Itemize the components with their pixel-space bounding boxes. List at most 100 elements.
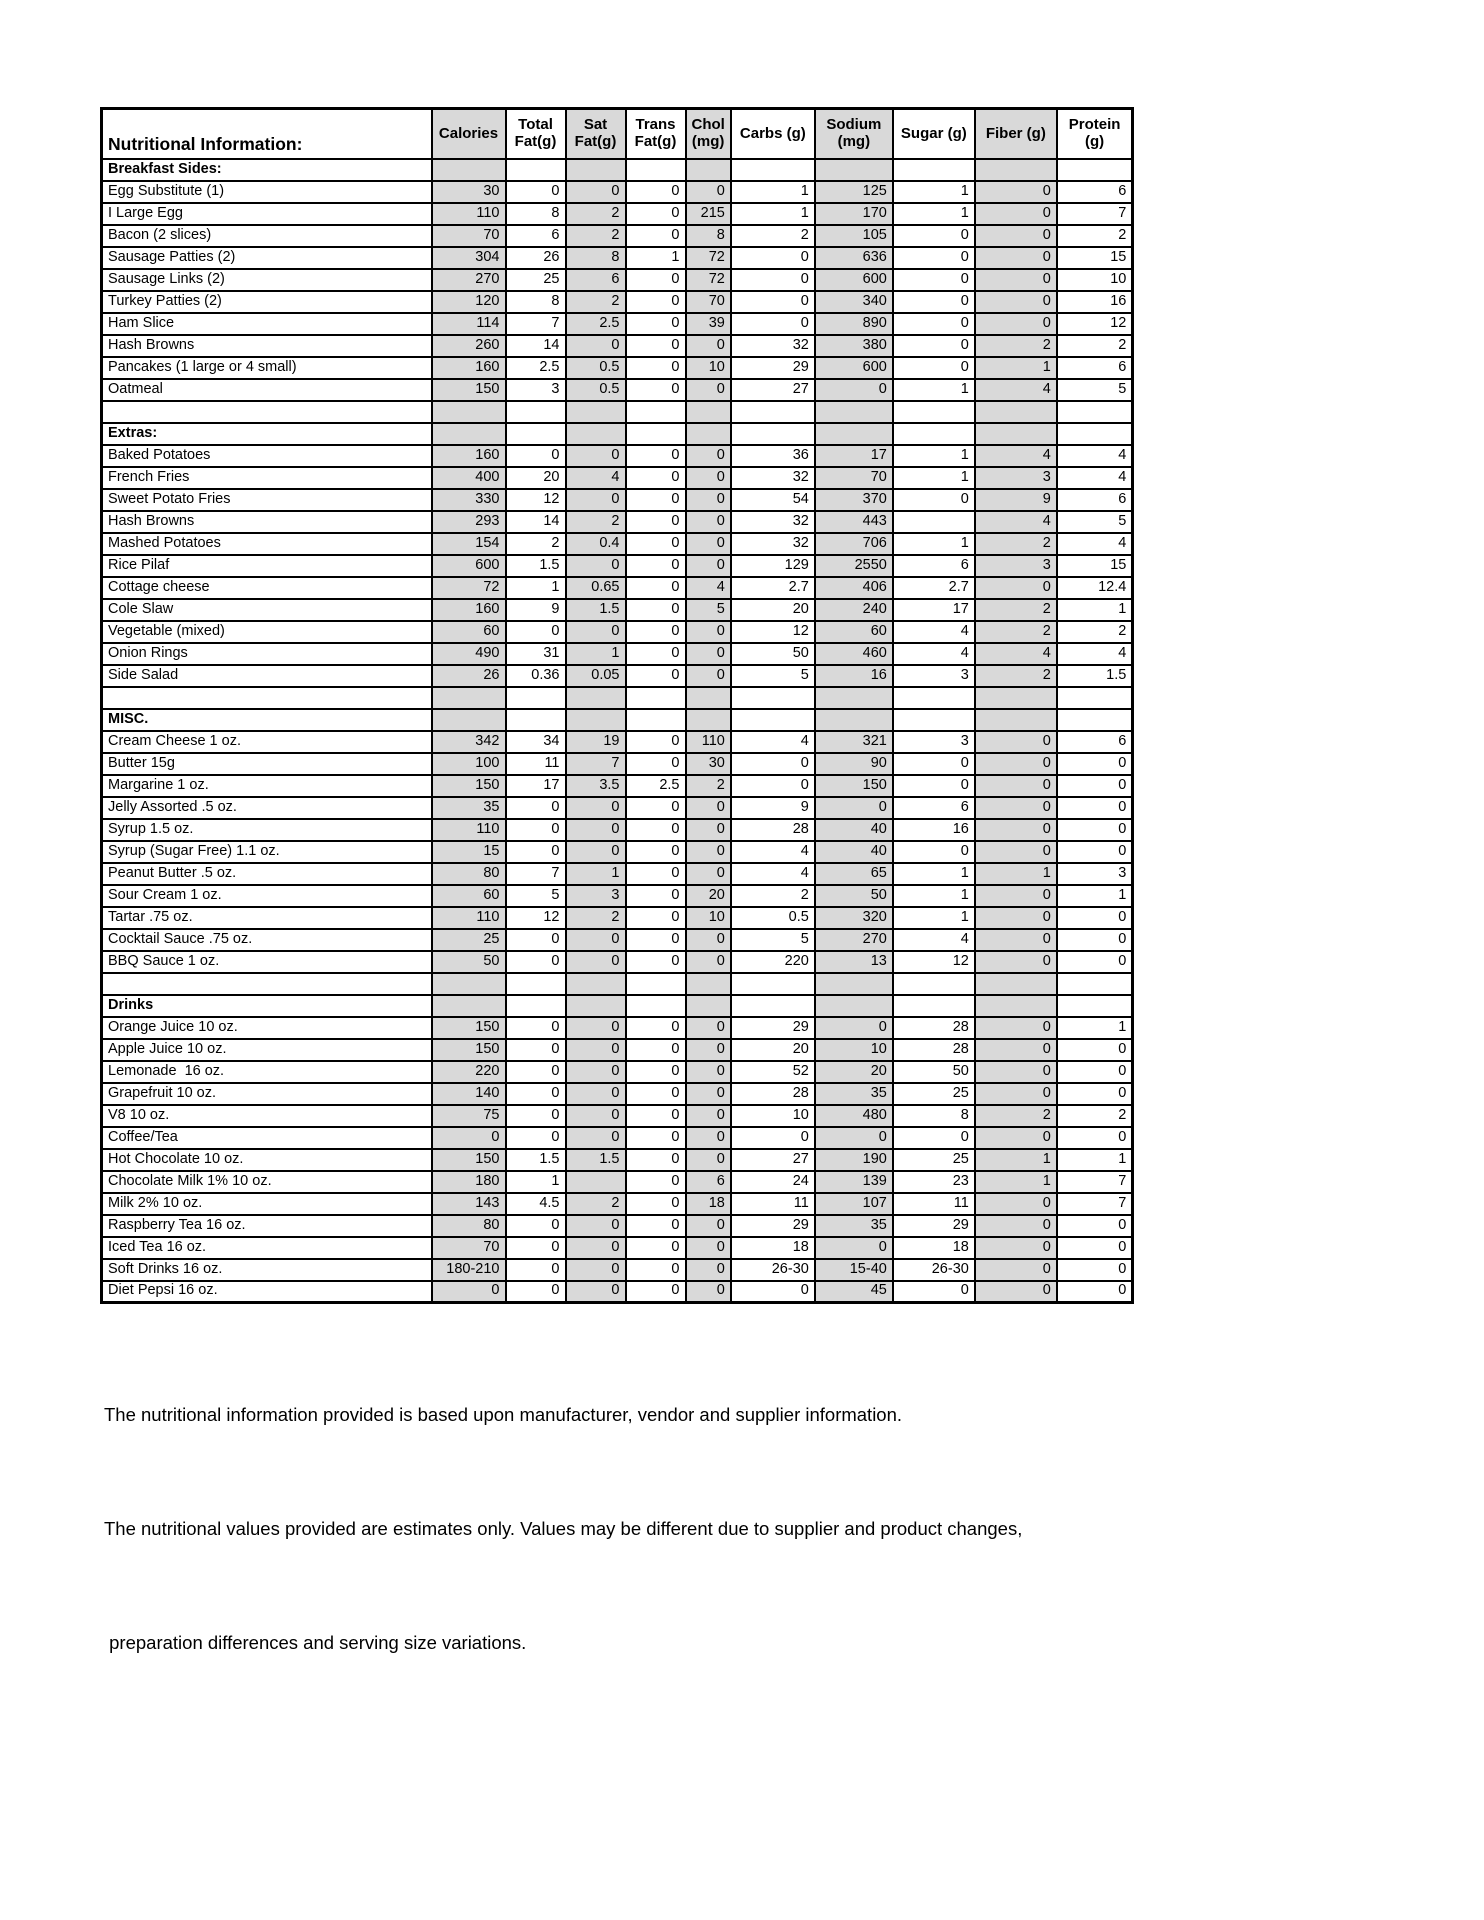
cell-carbs: 9	[729, 795, 816, 820]
cell-total-fat	[504, 157, 567, 182]
cell-trans-fat: 0	[624, 1147, 687, 1172]
cell-sugar: 23	[891, 1169, 976, 1194]
cell-calories: 110	[430, 817, 507, 842]
cell-calories: 0	[430, 1279, 507, 1304]
cell-chol: 0	[684, 1015, 732, 1040]
cell-carbs: 32	[729, 333, 816, 358]
row-label: Peanut Butter .5 oz.	[100, 861, 433, 886]
cell-fiber: 0	[973, 1279, 1058, 1304]
cell-trans-fat: 0	[624, 1213, 687, 1238]
cell-sodium: 406	[813, 575, 894, 600]
table-row: Pancakes (1 large or 4 small) 160 2.5 0.5 0 1…	[100, 355, 1134, 380]
row-label: Syrup 1.5 oz.	[100, 817, 433, 842]
cell-sodium: 90	[813, 751, 894, 776]
cell-total-fat: 0	[504, 619, 567, 644]
cell-calories: 80	[430, 1213, 507, 1238]
cell-chol: 0	[684, 927, 732, 952]
cell-sodium: 45	[813, 1279, 894, 1304]
cell-trans-fat	[624, 421, 687, 446]
cell-sugar: 11	[891, 1191, 976, 1216]
cell-carbs: 129	[729, 553, 816, 578]
cell-calories: 400	[430, 465, 507, 490]
cell-calories: 110	[430, 905, 507, 930]
cell-calories: 140	[430, 1081, 507, 1106]
cell-chol: 0	[684, 1257, 732, 1282]
cell-chol: 0	[684, 795, 732, 820]
cell-chol: 110	[684, 729, 732, 754]
cell-calories: 150	[430, 1037, 507, 1062]
row-label	[100, 971, 433, 996]
cell-protein: 2	[1055, 1103, 1134, 1128]
cell-protein: 12	[1055, 311, 1134, 336]
cell-sugar: 25	[891, 1081, 976, 1106]
table-row: Apple Juice 10 oz. 150 0 0 0 0 20 10 28 0 0	[100, 1037, 1134, 1062]
cell-calories	[430, 399, 507, 424]
cell-sugar: 2.7	[891, 575, 976, 600]
cell-chol: 0	[684, 553, 732, 578]
cell-protein: 0	[1055, 1279, 1134, 1304]
cell-fiber: 0	[973, 575, 1058, 600]
cell-trans-fat: 0	[624, 729, 687, 754]
cell-calories: 120	[430, 289, 507, 314]
cell-trans-fat: 0	[624, 817, 687, 842]
cell-fiber: 1	[973, 861, 1058, 886]
cell-sat-fat: 6	[564, 267, 627, 292]
cell-calories: 70	[430, 223, 507, 248]
cell-calories: 80	[430, 861, 507, 886]
cell-fiber: 1	[973, 355, 1058, 380]
cell-protein: 6	[1055, 179, 1134, 204]
cell-protein	[1055, 971, 1134, 996]
cell-total-fat: 2	[504, 531, 567, 556]
cell-trans-fat: 0	[624, 333, 687, 358]
cell-trans-fat	[624, 993, 687, 1018]
cell-calories: 220	[430, 1059, 507, 1084]
cell-trans-fat	[624, 971, 687, 996]
cell-fiber: 0	[973, 223, 1058, 248]
cell-sat-fat: 0	[564, 949, 627, 974]
cell-protein: 0	[1055, 1037, 1134, 1062]
cell-chol: 30	[684, 751, 732, 776]
cell-sodium: 13	[813, 949, 894, 974]
cell-protein: 0	[1055, 817, 1134, 842]
cell-sugar: 0	[891, 267, 976, 292]
row-label: Oatmeal	[100, 377, 433, 402]
cell-trans-fat: 0	[624, 509, 687, 534]
cell-sat-fat	[564, 993, 627, 1018]
row-label: Chocolate Milk 1% 10 oz.	[100, 1169, 433, 1194]
cell-protein: 0	[1055, 1081, 1134, 1106]
cell-sodium: 890	[813, 311, 894, 336]
section-row: Drinks	[100, 993, 1134, 1018]
table-row: Sausage Patties (2) 304 26 8 1 72 0 636 0 0 15	[100, 245, 1134, 270]
row-label: Baked Potatoes	[100, 443, 433, 468]
cell-carbs: 29	[729, 355, 816, 380]
cell-sodium: 190	[813, 1147, 894, 1172]
table-row: Syrup (Sugar Free) 1.1 oz. 15 0 0 0 0 4 40 0 0 0	[100, 839, 1134, 864]
cell-trans-fat	[624, 157, 687, 182]
cell-fiber	[973, 685, 1058, 710]
cell-calories: 154	[430, 531, 507, 556]
cell-fiber: 0	[973, 245, 1058, 270]
table-row: I Large Egg 110 8 2 0 215 1 170 1 0 7	[100, 201, 1134, 226]
table-row: Syrup 1.5 oz. 110 0 0 0 0 28 40 16 0 0	[100, 817, 1134, 842]
cell-calories: 180	[430, 1169, 507, 1194]
cell-calories: 150	[430, 1147, 507, 1172]
cell-fiber	[973, 421, 1058, 446]
cell-fiber: 2	[973, 333, 1058, 358]
cell-trans-fat: 0	[624, 927, 687, 952]
cell-sugar	[891, 685, 976, 710]
cell-calories: 293	[430, 509, 507, 534]
cell-fiber: 0	[973, 905, 1058, 930]
cell-trans-fat: 1	[624, 245, 687, 270]
column-header-trans-fat: Trans Fat(g)	[624, 107, 687, 160]
cell-calories: 143	[430, 1191, 507, 1216]
cell-total-fat: 0	[504, 1059, 567, 1084]
cell-sat-fat: 3.5	[564, 773, 627, 798]
cell-protein: 0	[1055, 773, 1134, 798]
cell-carbs: 26-30	[729, 1257, 816, 1282]
cell-sat-fat	[564, 685, 627, 710]
row-label: Hot Chocolate 10 oz.	[100, 1147, 433, 1172]
cell-sodium	[813, 993, 894, 1018]
cell-sat-fat: 4	[564, 465, 627, 490]
cell-chol	[684, 421, 732, 446]
cell-protein: 0	[1055, 905, 1134, 930]
